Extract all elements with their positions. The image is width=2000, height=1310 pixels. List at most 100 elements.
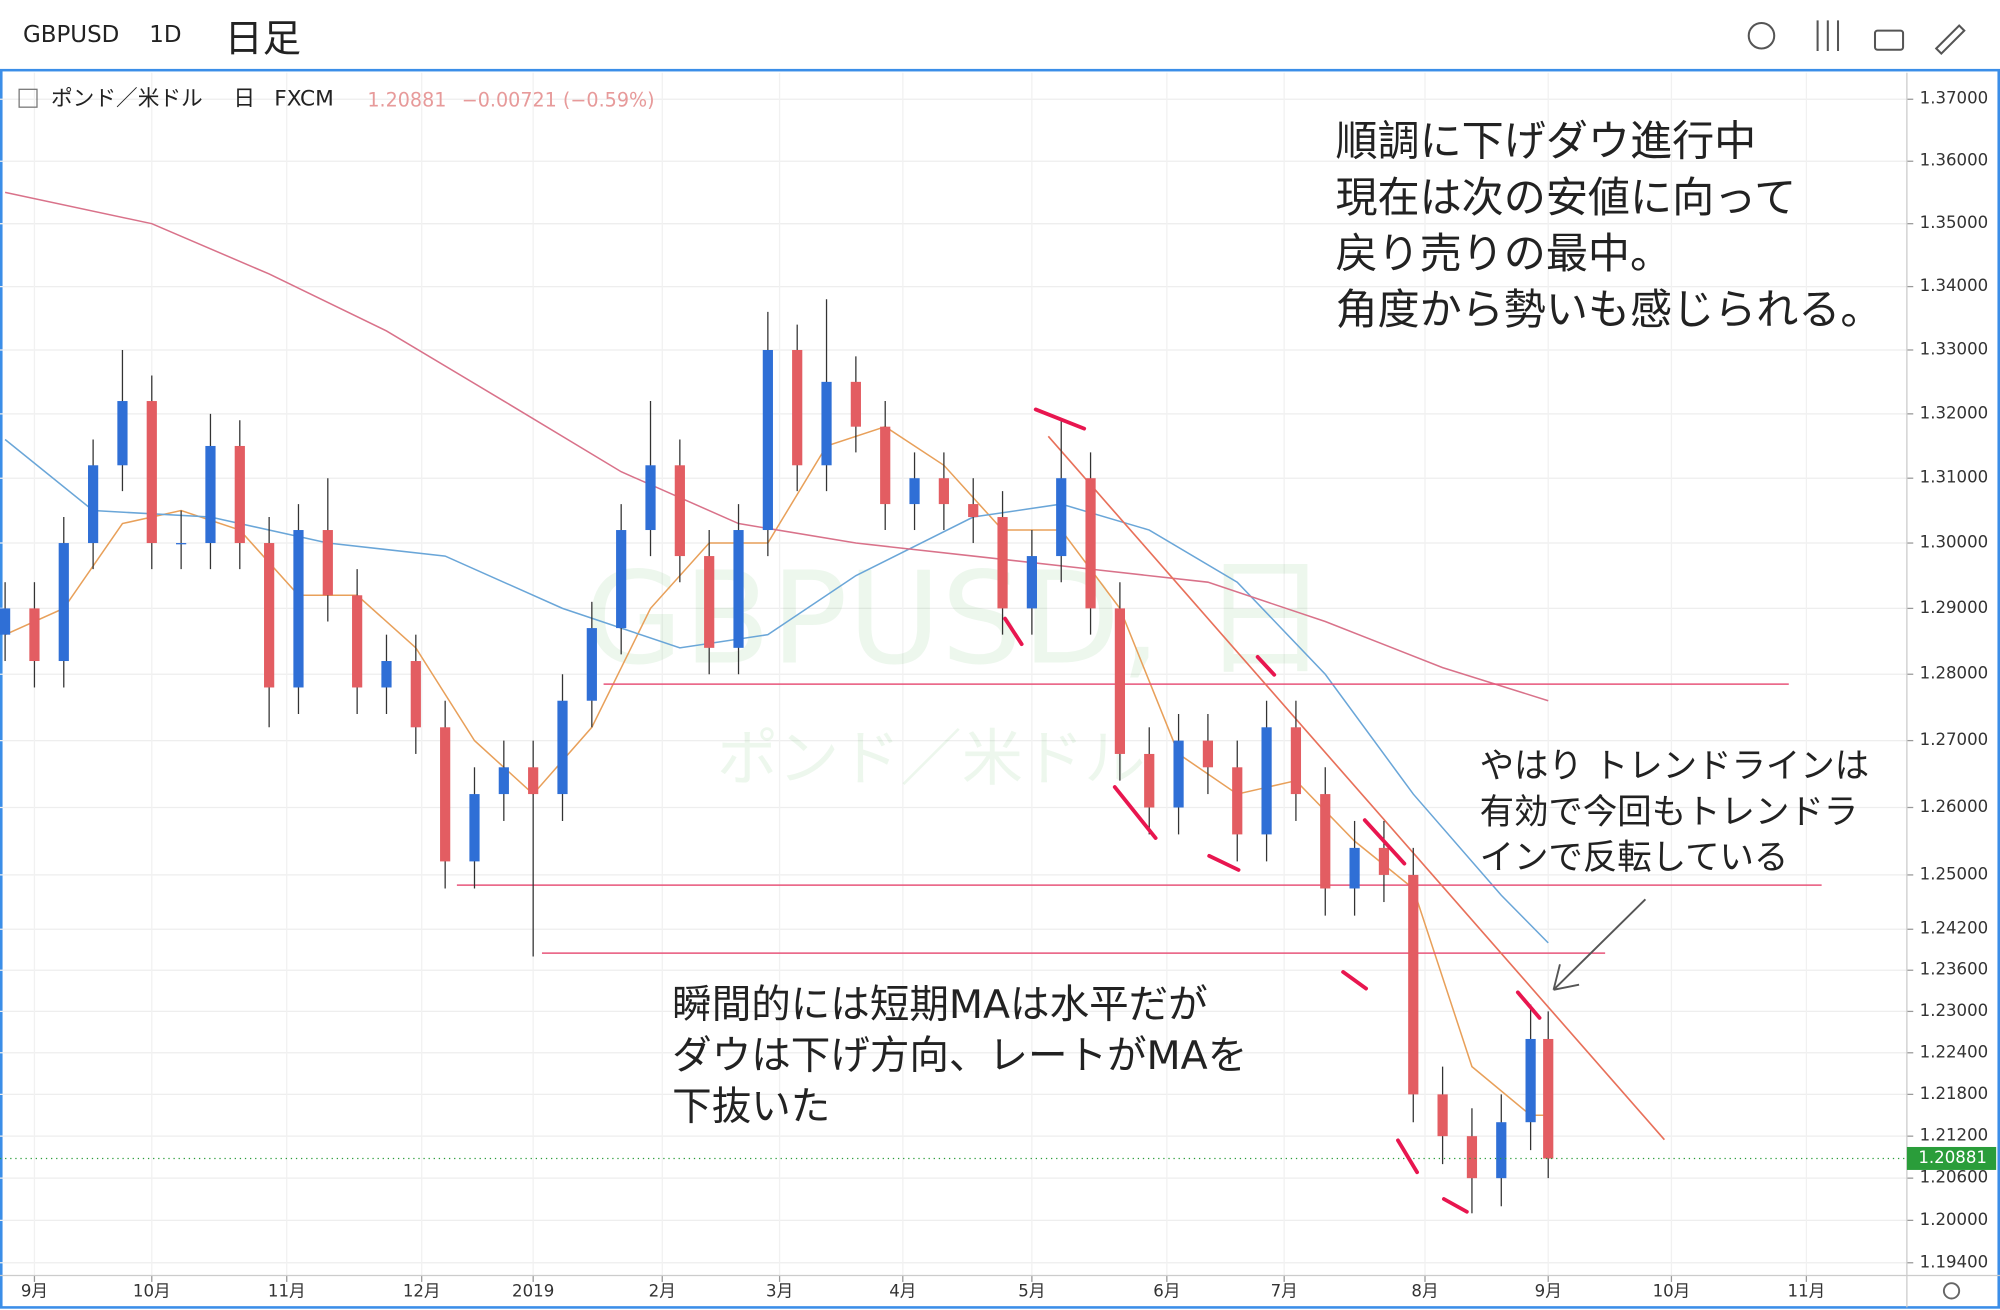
y-tick-label: 1.36000 <box>1920 151 1989 170</box>
y-tick-label: 1.19400 <box>1920 1252 1989 1271</box>
x-tick-label: 5月 <box>1018 1282 1045 1301</box>
candle-body <box>1232 767 1243 835</box>
legend-symbol: ポンド／米ドル <box>51 87 203 112</box>
annotation: ダウは下げ方向、レートがMAを <box>672 1033 1247 1079</box>
candle-body <box>733 530 744 648</box>
y-tick-label: 1.22400 <box>1920 1042 1989 1061</box>
candle-body <box>1543 1038 1554 1159</box>
candle-body <box>58 543 69 662</box>
y-tick-label: 1.20600 <box>1920 1168 1989 1187</box>
y-tick-label: 1.27000 <box>1920 730 1989 749</box>
trend-line <box>1047 435 1666 1141</box>
candle-body <box>968 504 979 518</box>
y-tick-label: 1.31000 <box>1920 468 1989 487</box>
x-tick-label: 12月 <box>403 1282 441 1301</box>
draw-icon[interactable] <box>1934 24 1966 56</box>
candle-body <box>1408 874 1419 1095</box>
annotation: 下抜いた <box>672 1084 830 1130</box>
candle-body <box>528 767 539 795</box>
y-tick-label: 1.28000 <box>1920 664 1989 683</box>
candle-body <box>1378 847 1390 875</box>
candle-body <box>1466 1136 1478 1179</box>
x-tick-label: 9月 <box>1535 1282 1562 1301</box>
legend-change: −0.00721 (−0.59%) <box>462 88 655 111</box>
x-tick-label: 9月 <box>21 1282 48 1301</box>
last-price-label: 1.20881 <box>1918 1148 1987 1167</box>
candle-body <box>264 543 275 688</box>
y-tick-label: 1.33000 <box>1920 339 1989 358</box>
candle-body <box>1290 727 1302 795</box>
candle-body <box>293 530 304 688</box>
candle-body <box>557 700 568 795</box>
annotation: 瞬間的には短期MAは水平だが <box>672 982 1208 1028</box>
candle-body <box>498 767 509 795</box>
candle-body <box>29 608 40 662</box>
y-tick-label: 1.34000 <box>1920 276 1989 295</box>
y-tick-label: 1.25000 <box>1920 864 1989 883</box>
expand-icon[interactable] <box>18 88 38 108</box>
candle-body <box>674 465 685 557</box>
plot: 1.37000 1.36000 1.35000 1.34000 1.33000 1.320… <box>0 72 2000 1308</box>
candle-body <box>616 530 627 629</box>
toolbar-icons <box>1747 20 1966 56</box>
moving-average <box>4 438 1549 944</box>
x-tick-label: 11月 <box>1788 1282 1826 1301</box>
alert-icon[interactable] <box>1747 21 1776 50</box>
candle-body <box>234 445 245 544</box>
y-tick-label: 1.30000 <box>1920 533 1989 552</box>
symbol[interactable]: GBPUSD <box>23 22 119 48</box>
interval[interactable]: 1D <box>149 22 181 48</box>
y-tick-label: 1.32000 <box>1920 403 1989 422</box>
moving-average <box>4 191 1549 702</box>
candle-body <box>381 661 392 688</box>
lock-icon[interactable] <box>1873 29 1905 51</box>
x-tick-label: 10月 <box>133 1282 171 1301</box>
y-tick-label: 1.20000 <box>1920 1210 1989 1229</box>
candle-body <box>1202 740 1214 768</box>
annotation: やはり トレンドラインは <box>1480 746 1870 786</box>
candle-body <box>1056 478 1067 557</box>
annotation: インで反転している <box>1480 838 1789 878</box>
x-tick-label: 2019 <box>512 1282 554 1301</box>
candle-body <box>704 556 715 648</box>
annotation: 順調に下げダウ進行中 <box>1335 117 1756 166</box>
candle-body <box>821 381 832 466</box>
candle-body <box>440 727 451 862</box>
watermark: ポンド／米ドル <box>717 723 1146 794</box>
candle-body <box>410 661 421 728</box>
legend-price: 1.20881 <box>367 88 446 111</box>
candle-body <box>469 794 480 862</box>
candle-body <box>322 530 333 596</box>
candle-body <box>146 401 157 544</box>
candle-body <box>205 445 216 544</box>
candle-body <box>762 349 773 531</box>
x-tick-label: 4月 <box>889 1282 916 1301</box>
candle-body <box>352 595 363 688</box>
candle-body <box>176 543 187 545</box>
candle-body <box>117 401 128 466</box>
settings-icon[interactable] <box>1816 20 1840 52</box>
arrow <box>1552 898 1647 991</box>
y-tick-label: 1.29000 <box>1920 598 1989 617</box>
gear-icon[interactable] <box>1942 1282 1961 1300</box>
candle-body <box>997 517 1008 609</box>
y-tick-label: 1.21200 <box>1920 1126 1989 1145</box>
legend-period: 日 <box>233 87 255 112</box>
candle-body <box>1085 478 1096 609</box>
y-tick-label: 1.35000 <box>1920 213 1989 232</box>
header-note: 日足 <box>224 16 301 61</box>
x-tick-label: 3月 <box>766 1282 793 1301</box>
candle-body <box>1114 608 1126 754</box>
candle-body <box>792 349 803 466</box>
candle-body <box>909 478 920 505</box>
candle-body <box>1437 1094 1448 1137</box>
candle-body <box>850 381 861 427</box>
x-tick-label: 7月 <box>1271 1282 1298 1301</box>
y-tick-label: 1.37000 <box>1920 89 1989 108</box>
candle-body <box>1320 794 1331 889</box>
candle-body <box>1026 556 1037 609</box>
candle-body <box>586 628 597 701</box>
x-tick-label: 8月 <box>1411 1282 1438 1301</box>
